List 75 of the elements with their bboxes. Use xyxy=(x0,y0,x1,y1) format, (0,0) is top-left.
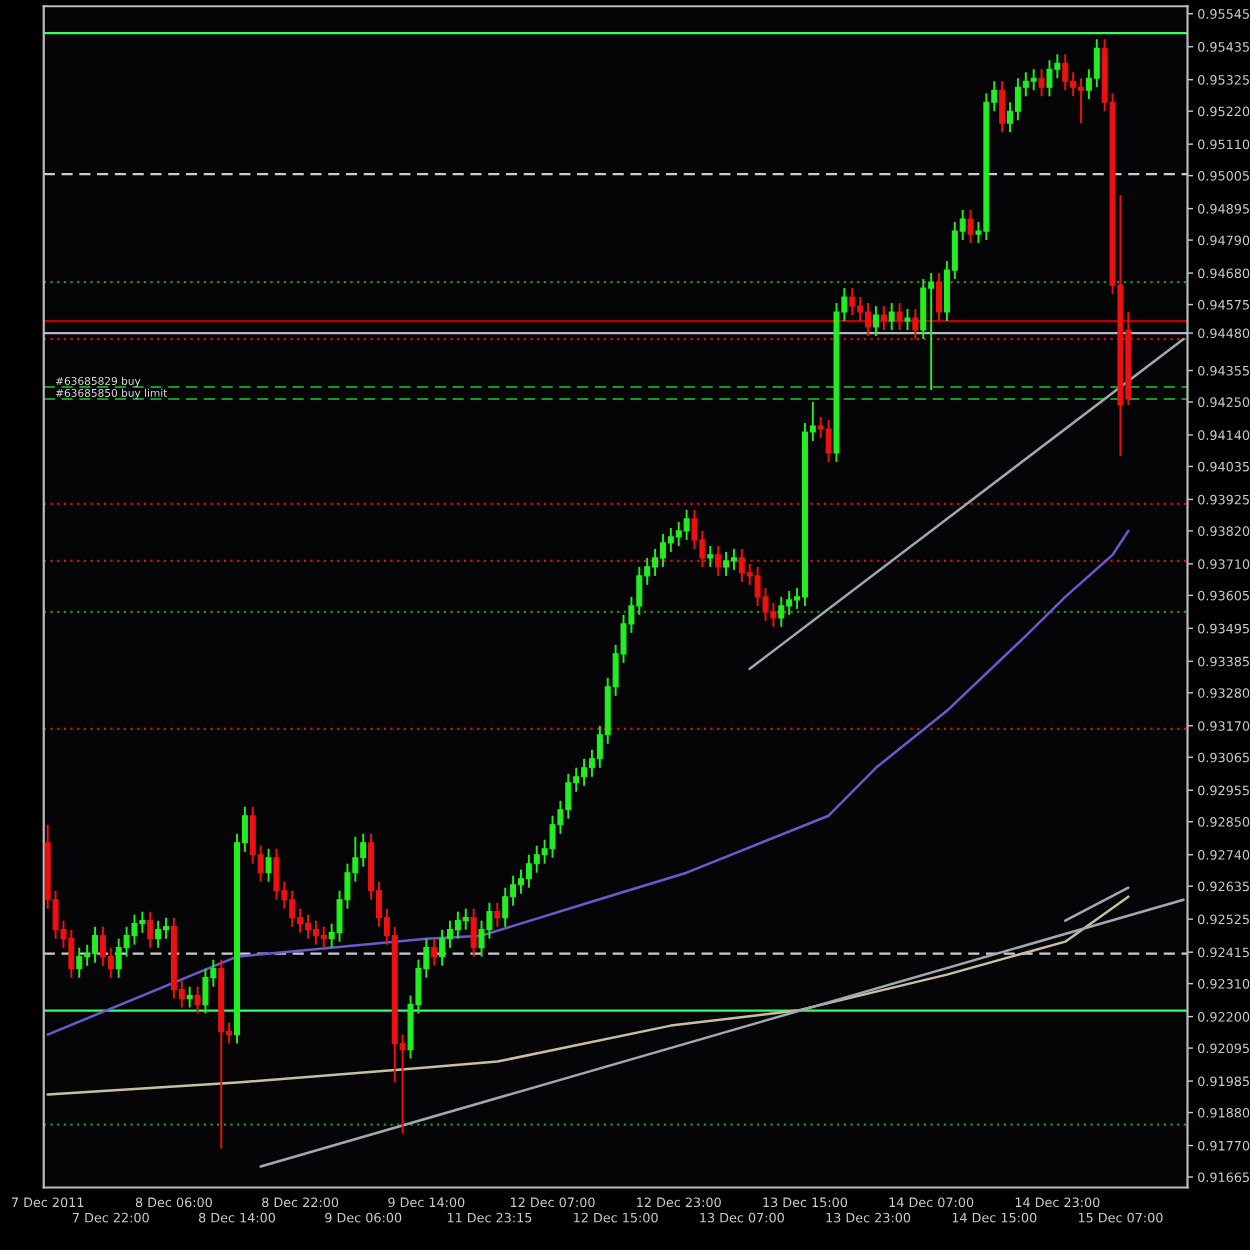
candlestick xyxy=(446,919,453,949)
candlestick xyxy=(312,919,319,946)
candlestick xyxy=(439,928,446,967)
candlestick xyxy=(825,419,832,463)
candlestick xyxy=(1046,59,1053,98)
candlestick xyxy=(928,272,935,391)
candlestick xyxy=(470,907,477,958)
candlestick xyxy=(896,302,903,332)
candlestick xyxy=(92,925,99,964)
candlestick xyxy=(652,547,659,577)
candlestick xyxy=(912,308,919,341)
candlestick xyxy=(723,550,730,577)
candlestick xyxy=(754,565,761,607)
candlestick xyxy=(999,80,1006,134)
line-series xyxy=(46,529,1130,1036)
candlestick xyxy=(360,832,367,868)
candlestick xyxy=(778,595,785,628)
candlestick xyxy=(202,967,209,1015)
candlestick xyxy=(533,844,540,874)
candlestick xyxy=(565,772,572,820)
candlestick xyxy=(683,508,690,541)
candlestick xyxy=(502,886,509,928)
candlestick xyxy=(431,937,438,967)
candlestick xyxy=(68,928,75,979)
candlestick xyxy=(517,868,524,895)
candlestick xyxy=(494,901,501,928)
candlestick xyxy=(1014,77,1021,122)
candlestick xyxy=(659,532,666,568)
candlestick xyxy=(304,913,311,940)
candlestick xyxy=(1030,68,1037,92)
candlestick xyxy=(715,544,722,577)
candlestick xyxy=(967,209,974,245)
candlestick xyxy=(1038,68,1045,98)
candlestick xyxy=(1078,77,1085,125)
candlestick xyxy=(84,943,91,967)
candlestick xyxy=(872,305,879,338)
candlestick xyxy=(462,907,469,931)
candlestick xyxy=(675,520,682,547)
candlestick xyxy=(76,946,83,979)
candlestick xyxy=(1062,53,1069,92)
candlestick xyxy=(289,889,296,928)
candlestick xyxy=(857,296,864,323)
candlestick xyxy=(730,547,737,571)
candlestick xyxy=(707,544,714,568)
candlestick xyxy=(888,302,895,332)
candlestick xyxy=(115,937,122,979)
candlestick xyxy=(1070,71,1077,98)
candlestick xyxy=(667,526,674,553)
candlestick xyxy=(880,305,887,332)
candlestick xyxy=(163,916,170,940)
candlestick xyxy=(186,985,193,1009)
candlestick xyxy=(454,910,461,940)
candlestick xyxy=(155,919,162,949)
candlestick xyxy=(320,925,327,949)
candlestick xyxy=(99,925,106,967)
candlestick xyxy=(1054,53,1061,80)
line-series xyxy=(46,895,1130,1096)
candlestick xyxy=(770,601,777,628)
candlestick xyxy=(920,278,927,341)
candlestick xyxy=(194,985,201,1015)
candlestick xyxy=(297,907,304,934)
candlestick xyxy=(581,757,588,787)
candlestick xyxy=(265,847,272,883)
candlestick xyxy=(786,589,793,616)
candlestick xyxy=(147,910,154,949)
candlestick xyxy=(849,287,856,317)
candlestick xyxy=(273,847,280,901)
candlestick xyxy=(1093,38,1100,89)
candlestick xyxy=(738,547,745,583)
candlestick xyxy=(525,853,532,889)
candlestick xyxy=(249,805,256,865)
candlestick xyxy=(139,910,146,934)
candlestick xyxy=(936,272,943,323)
candlestick xyxy=(904,308,911,332)
candlestick xyxy=(865,302,872,338)
